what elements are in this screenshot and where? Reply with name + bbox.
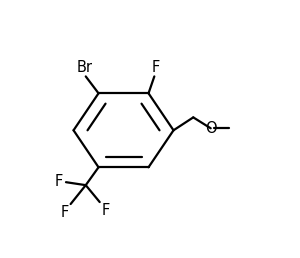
Text: O: O [205, 121, 217, 136]
Text: F: F [152, 60, 160, 75]
Text: F: F [55, 174, 63, 189]
Text: F: F [102, 203, 110, 218]
Text: F: F [61, 205, 69, 220]
Text: Br: Br [76, 60, 93, 75]
